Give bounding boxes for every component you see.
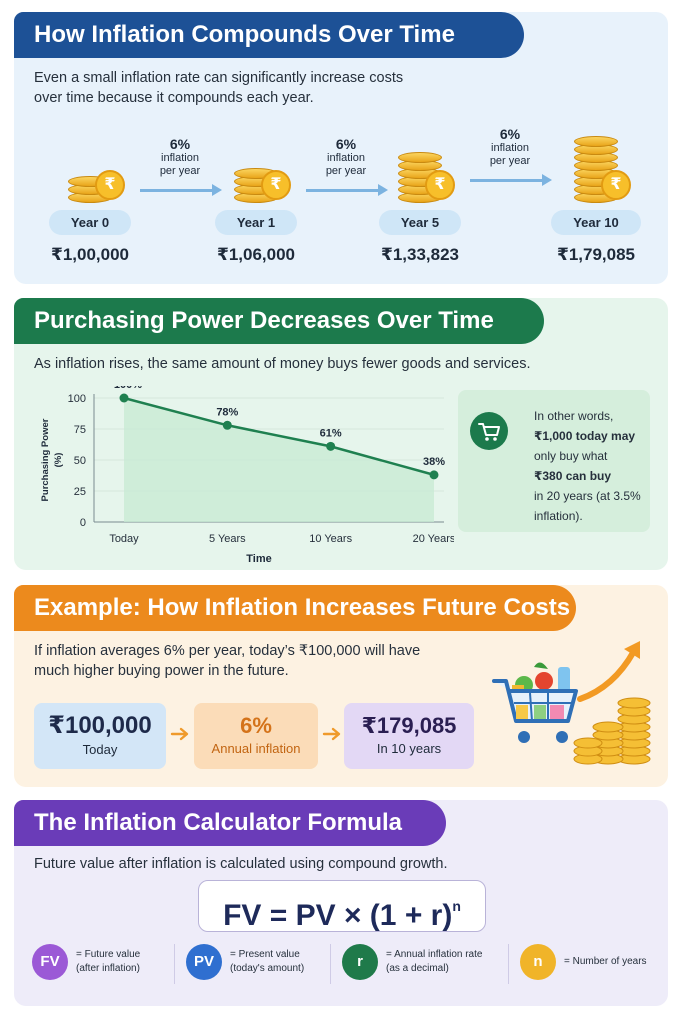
amount-value: ₹1,06,000 [216,245,295,264]
arrow-right-icon [296,184,396,196]
arrow-right-icon [460,174,560,186]
arrow-right-icon [170,727,189,741]
legend-divider [508,944,509,984]
arrow-right-icon [322,727,341,741]
amount-value: ₹1,00,000 [50,245,129,264]
formula-display: FV = PV × (1 + r)n [198,880,486,932]
rate-arrow-3: 6% inflation per year [460,126,560,186]
r-symbol: r [342,944,378,980]
data-point [326,441,336,451]
stage-year-5: ₹ Year 5 ₹1,33,823 [360,132,480,265]
shopping-cart-icon [470,412,508,450]
x-tick-label: 5 Years [209,533,246,545]
legend-divider [174,944,175,984]
n-symbol: n [520,944,556,980]
stage-year-0: ₹ Year 0 ₹1,00,000 [30,156,150,265]
series-line [123,396,435,477]
coin-stack-icon: ₹ [561,104,631,204]
pv-symbol: PV [186,944,222,980]
compounding-intro: Even a small inflation rate can signific… [34,70,404,106]
data-point [119,393,129,403]
coin [574,136,618,147]
x-axis-title: Time [246,553,271,565]
coin [398,152,442,163]
data-point [222,420,232,430]
rate-arrow-1: 6% inflation per year [130,136,230,196]
legend-divider [330,944,331,984]
inflation-rate-box: 6% Annual inflation [194,703,318,769]
legend-description: = Future value (after inflation) [76,949,141,974]
legend-description: = Number of years [564,956,647,967]
formula-intro: Future value after inflation is calculat… [34,856,448,872]
year-label: Year 5 [378,210,462,235]
area-fill [124,398,434,522]
rate-percent: 6% [335,136,357,152]
formula-title: The Inflation Calculator Formula [14,800,446,846]
stage-year-1: ₹ Year 1 ₹1,06,000 [196,146,316,265]
y-tick-label: 100 [68,393,86,405]
formula-section: The Inflation Calculator Formula Future … [14,800,668,1006]
data-label: 61% [320,427,342,439]
rate-percent: 6% [169,136,191,152]
year-label: Year 1 [214,210,298,235]
x-tick-label: 10 Years [309,533,352,545]
arrow-right-icon [130,184,230,196]
amount-value: ₹1,79,085 [556,245,635,264]
compounding-title: How Inflation Compounds Over Time [14,12,524,58]
rupee-icon: ₹ [95,170,125,200]
legend-description: = Present value (today's amount) [230,949,305,974]
y-tick-label: 50 [74,455,86,467]
data-label: 100% [114,386,142,391]
future-amount-box: ₹179,085 In 10 years [344,703,474,769]
y-axis-unit: (%) [53,453,64,468]
future-costs-section: Example: How Inflation Increases Future … [14,585,668,787]
future-costs-intro: If inflation averages 6% per year, today… [34,643,421,679]
y-tick-label: 75 [74,424,86,436]
shopping-cart-coins-illustration [492,641,651,765]
future-costs-title: Example: How Inflation Increases Future … [14,585,576,631]
data-label: 78% [216,406,238,418]
coin-stack-icon: ₹ [55,156,125,204]
compounding-section: How Inflation Compounds Over Time Even a… [14,12,668,284]
callout-text: In other words, ₹1,000 today may only bu… [534,409,641,523]
stage-year-10: ₹ Year 10 ₹1,79,085 [536,104,656,265]
rate-percent: 6% [499,126,521,142]
data-label: 38% [423,456,445,468]
coin-stack-icon: ₹ [221,146,291,204]
purchasing-power-callout: In other words, ₹1,000 today may only bu… [458,390,650,532]
purchasing-power-section: Purchasing Power Decreases Over Time As … [14,298,668,570]
amount-value: ₹1,33,823 [380,245,459,264]
rupee-icon: ₹ [261,170,291,200]
fv-symbol: FV [32,944,68,980]
y-tick-label: 0 [80,517,86,529]
purchasing-power-title: Purchasing Power Decreases Over Time [14,298,544,344]
y-axis-title: Purchasing Power [40,418,51,501]
rate-arrow-2: 6% inflation per year [296,136,396,196]
purchasing-power-intro: As inflation rises, the same amount of m… [34,356,531,372]
today-amount-box: ₹100,000 Today [34,703,166,769]
rupee-icon: ₹ [601,170,631,200]
legend-description: = Annual inflation rate (as a decimal) [386,949,483,974]
year-label: Year 0 [48,210,132,235]
coin-stack-icon: ₹ [385,132,455,204]
year-label: Year 10 [551,210,641,235]
x-tick-label: Today [109,533,139,545]
x-tick-label: 20 Years [413,533,454,545]
data-point [429,470,439,480]
y-tick-label: 25 [74,486,86,498]
rupee-icon: ₹ [425,170,455,200]
purchasing-power-chart: 0 25 50 75 100 100% Today 78% 5 Years 61% 10 Years… [40,386,454,565]
